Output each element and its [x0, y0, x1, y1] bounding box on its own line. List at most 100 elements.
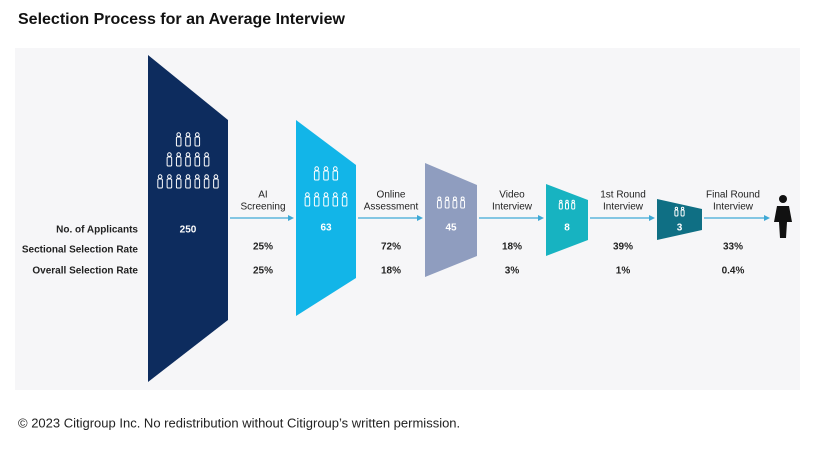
- icon-head: [185, 174, 191, 179]
- step-label: Screening: [240, 202, 285, 213]
- person-icon: [166, 152, 173, 167]
- icon-head: [185, 132, 191, 137]
- arrow-head: [288, 215, 294, 221]
- icon-head: [157, 174, 163, 179]
- icon-body: [185, 178, 191, 189]
- title: Selection Process for an Average Intervi…: [18, 11, 346, 28]
- icon-body: [175, 136, 182, 147]
- icon-head: [342, 192, 347, 197]
- person-icon: [341, 192, 348, 207]
- icon-body: [323, 196, 329, 207]
- step-label: Interview: [713, 202, 754, 213]
- step-label: Online: [377, 190, 406, 201]
- icon-body: [564, 202, 570, 210]
- icon-body: [323, 170, 329, 181]
- icon-body: [558, 202, 563, 210]
- person-icon: [175, 132, 182, 147]
- icon-body: [166, 156, 173, 167]
- person-icon: [185, 132, 191, 147]
- person-icon: [185, 174, 191, 189]
- funnel-stage: [425, 163, 477, 277]
- overall-rate: 3%: [505, 266, 520, 277]
- person-icon: [313, 192, 320, 207]
- icon-head: [333, 166, 338, 171]
- icon-head: [204, 174, 209, 179]
- applicant-count: 45: [445, 223, 457, 234]
- person-icon: [680, 206, 685, 217]
- arrow-head: [649, 215, 655, 221]
- overall-rate: 18%: [381, 266, 401, 277]
- icon-head: [213, 174, 219, 179]
- person-icon: [460, 196, 466, 209]
- person-icon: [194, 152, 201, 167]
- icon-body: [194, 178, 201, 189]
- applicant-count: 3: [677, 223, 683, 234]
- icon-head: [314, 166, 320, 171]
- icon-body: [185, 156, 191, 167]
- icon-body: [452, 200, 458, 209]
- person-icon: [444, 196, 450, 209]
- icon-head: [176, 174, 181, 179]
- person-icon: [203, 152, 210, 167]
- person-icon: [166, 174, 173, 189]
- step-label: Final Round: [706, 190, 760, 201]
- funnel-stage: [148, 55, 228, 382]
- icon-head: [305, 192, 310, 197]
- step-label: Assessment: [364, 202, 419, 213]
- person-icon: [185, 152, 191, 167]
- icon-head: [167, 152, 172, 157]
- icon-head: [333, 192, 338, 197]
- icon-body: [571, 202, 576, 210]
- sectional-rate: 18%: [502, 242, 522, 253]
- icon-head: [185, 152, 191, 157]
- person-icon: [558, 199, 563, 210]
- applicant-count: 8: [564, 223, 570, 234]
- person-icon: [323, 192, 329, 207]
- step-label: Interview: [492, 202, 533, 213]
- sectional-rate: 39%: [613, 242, 633, 253]
- person-icon: [571, 199, 576, 210]
- person-icon: [332, 166, 339, 181]
- funnel-stage: [657, 199, 702, 240]
- icon-body: [674, 209, 679, 217]
- person-icon: [564, 199, 570, 210]
- arrow-head: [417, 215, 423, 221]
- icon-body: [203, 178, 210, 189]
- person-icon: [304, 192, 311, 207]
- sectional-rate: 25%: [253, 242, 273, 253]
- icon-head: [176, 152, 181, 157]
- step-label: Interview: [603, 202, 644, 213]
- person-icon: [175, 174, 182, 189]
- step-label: Video: [499, 190, 525, 201]
- icon-body: [213, 178, 219, 189]
- overall-rate: 0.4%: [722, 266, 745, 277]
- icon-body: [313, 196, 320, 207]
- icon-body: [194, 136, 201, 147]
- sectional-rate: 72%: [381, 242, 401, 253]
- person-icon: [157, 174, 163, 189]
- person-icon: [674, 206, 679, 217]
- overall-rate: 25%: [253, 266, 273, 277]
- person-icon: [194, 174, 201, 189]
- person-icon: [213, 174, 219, 189]
- person-icon: [452, 196, 458, 209]
- icon-body: [332, 170, 339, 181]
- person-icon: [203, 174, 210, 189]
- icon-body: [166, 178, 173, 189]
- icon-body: [175, 156, 182, 167]
- icon-body: [341, 196, 348, 207]
- arrow-head: [764, 215, 770, 221]
- icon-body: [185, 136, 191, 147]
- row-label: No. of Applicants: [56, 225, 138, 236]
- funnel-stage: [546, 184, 588, 256]
- footer: © 2023 Citigroup Inc. No redistribution …: [18, 415, 460, 430]
- icon-body: [175, 178, 182, 189]
- row-label: Sectional Selection Rate: [22, 245, 139, 256]
- person-icon: [436, 196, 442, 209]
- icon-body: [304, 196, 311, 207]
- overall-rate: 1%: [616, 266, 631, 277]
- icon-head: [314, 192, 320, 197]
- person-icon: [332, 192, 339, 207]
- icon-body: [313, 170, 320, 181]
- icon-body: [444, 200, 450, 209]
